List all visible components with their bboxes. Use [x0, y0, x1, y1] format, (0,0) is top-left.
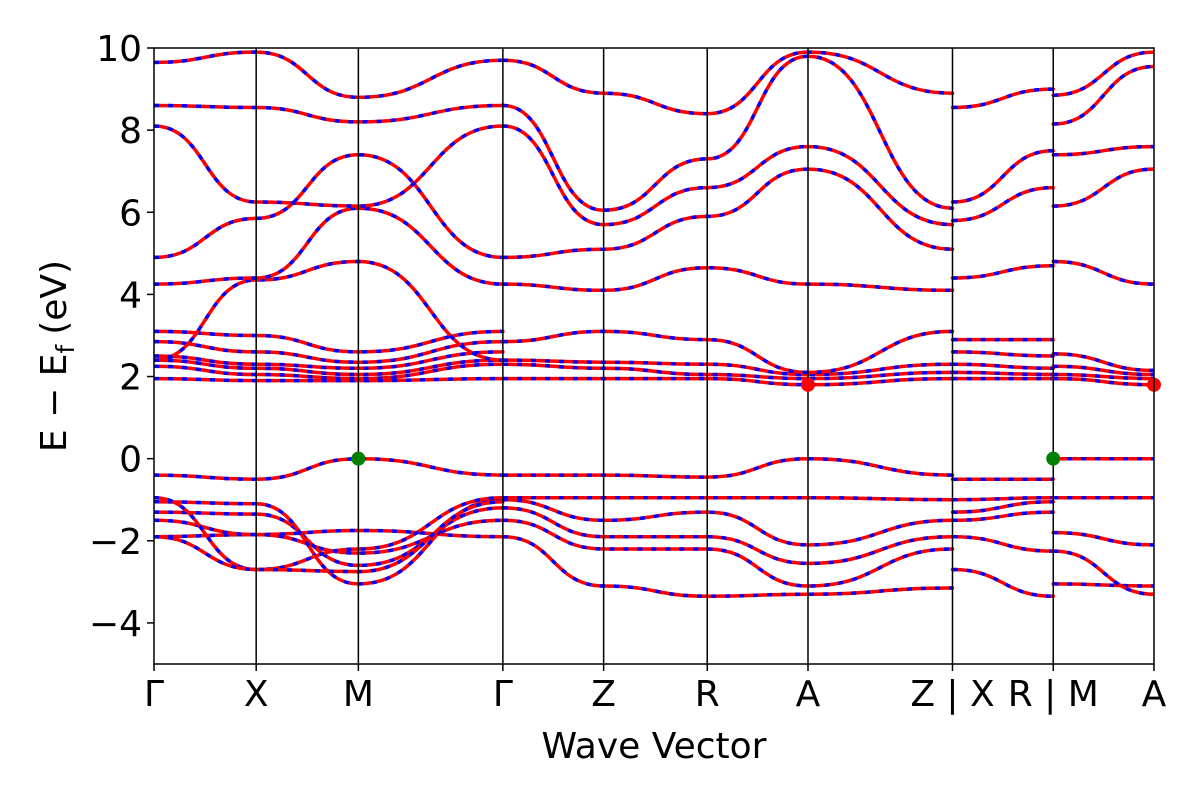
y-axis-title-unit: (eV): [34, 260, 75, 335]
band-line-dashed: [154, 500, 503, 574]
band-line-dashed: [502, 456, 953, 479]
band-line-dashed: [1053, 50, 1154, 97]
band-line-dashed: [154, 362, 503, 381]
y-tick-label: 0: [119, 440, 142, 481]
band-line-dashed: [1053, 64, 1154, 126]
band-line-dashed: [1053, 144, 1154, 157]
band-line-dashed: [502, 362, 953, 381]
band-line-dashed: [952, 510, 1054, 523]
band-line-solid: [154, 329, 505, 354]
y-tick-label: −4: [89, 604, 142, 645]
band-line-dashed: [952, 87, 1054, 110]
band-line-dashed: [154, 350, 503, 371]
band-line-dashed: [502, 265, 953, 293]
x-tick-label: A: [1142, 674, 1167, 715]
high-symmetry-lines: [255, 48, 1054, 664]
band-line-dashed: [1053, 372, 1154, 381]
band-line-dashed: [952, 263, 1054, 280]
y-axis-title: E − Ef (eV): [34, 260, 80, 452]
band-line-dashed: [502, 497, 953, 547]
band-line-dashed: [952, 534, 1054, 553]
y-axis-title-sub: f: [51, 344, 80, 354]
band-line-dashed: [1053, 376, 1154, 387]
band-line-dashed: [502, 358, 953, 377]
x-tick-label: Γ: [144, 674, 164, 715]
x-axis-title: Wave Vector: [542, 726, 767, 767]
band-line-dashed: [952, 567, 1054, 598]
band-line-solid: [154, 153, 505, 260]
band-line-dashed: [502, 518, 953, 588]
band-line-dashed: [952, 495, 1054, 502]
band-line-dashed: [1053, 167, 1154, 208]
band-line-dashed: [154, 376, 503, 383]
y-tick-label: −2: [89, 522, 142, 563]
band-line-dashed: [154, 259, 503, 362]
x-tick-label: M: [343, 674, 374, 715]
x-tick-label: R | M: [1008, 674, 1099, 715]
band-line-dashed: [154, 358, 503, 377]
x-tick-label: Z: [591, 674, 616, 715]
plot-frame: [153, 47, 1155, 665]
band-line-dashed: [1053, 259, 1154, 286]
band-line-dashed: [1053, 582, 1154, 588]
band-line-dashed: [502, 329, 953, 375]
band-line-dashed: [1053, 530, 1154, 547]
band-line-dashed: [1053, 364, 1154, 377]
band-edge-markers: [351, 377, 1161, 466]
band-line-dashed: [154, 339, 503, 364]
band-line-solid: [154, 124, 505, 208]
band-line-dashed: [952, 148, 1054, 204]
band-line-dashed: [154, 495, 503, 572]
vbm-marker: [1046, 451, 1061, 466]
x-tick-label: X: [244, 674, 269, 715]
band-line-dashed: [952, 185, 1054, 223]
band-line-dashed: [502, 167, 953, 260]
band-line-dashed: [502, 50, 953, 116]
band-line-dashed: [952, 370, 1054, 377]
band-line-dashed: [502, 495, 953, 502]
x-tick-label: A: [796, 674, 821, 715]
band-line-dashed: [154, 206, 503, 286]
band-line-dashed: [952, 500, 1054, 514]
band-line-dashed: [502, 124, 953, 227]
band-line-dashed: [952, 350, 1054, 358]
y-axis: −4 −2 0 2 4 6 8 10: [89, 29, 154, 645]
band-line-dashed: [154, 456, 503, 481]
band-line-dashed: [502, 534, 953, 598]
band-line-dashed: [502, 506, 953, 566]
y-tick-label: 10: [96, 29, 142, 70]
band-line-dashed: [154, 50, 503, 100]
y-tick-label: 4: [119, 275, 142, 316]
band-line-dashed: [154, 103, 503, 124]
band-line-solid: [501, 54, 955, 212]
x-tick-label: R: [695, 674, 720, 715]
y-tick-label: 8: [119, 111, 142, 152]
vbm-marker: [351, 451, 366, 466]
band-line-dashed: [952, 362, 1054, 371]
band-line-dashed: [1053, 549, 1154, 596]
band-line-dashed: [154, 497, 503, 586]
y-tick-label: 2: [119, 358, 142, 399]
x-axis: Γ X M Γ Z R A Z | X R | M A: [144, 664, 1167, 715]
y-axis-title-main: E − E: [34, 354, 75, 453]
band-line-dashed: [502, 376, 953, 387]
band-line-dashed: [1053, 352, 1154, 373]
x-tick-label: Γ: [493, 674, 513, 715]
cbm-marker: [800, 377, 815, 392]
y-tick-label: 6: [119, 193, 142, 234]
x-tick-label: Z | X: [910, 674, 994, 715]
